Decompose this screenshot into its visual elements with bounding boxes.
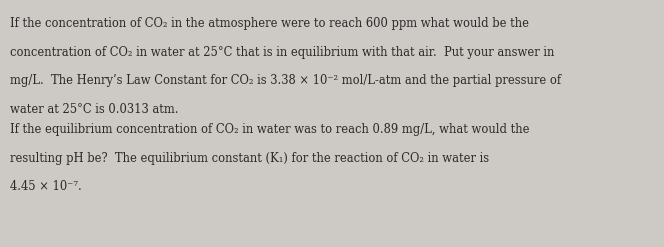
Text: mg/L.  The Henry’s Law Constant for CO₂ is 3.38 × 10⁻² mol/L-atm and the partial: mg/L. The Henry’s Law Constant for CO₂ i…	[10, 74, 561, 87]
Text: concentration of CO₂ in water at 25°C that is in equilibrium with that air.  Put: concentration of CO₂ in water at 25°C th…	[10, 46, 554, 59]
Text: resulting pH be?  The equilibrium constant (K₁) for the reaction of CO₂ in water: resulting pH be? The equilibrium constan…	[10, 152, 489, 165]
Text: water at 25°C is 0.0313 atm.: water at 25°C is 0.0313 atm.	[10, 103, 179, 116]
Text: If the equilibrium concentration of CO₂ in water was to reach 0.89 mg/L, what wo: If the equilibrium concentration of CO₂ …	[10, 124, 529, 137]
Text: If the concentration of CO₂ in the atmosphere were to reach 600 ppm what would b: If the concentration of CO₂ in the atmos…	[10, 17, 529, 30]
Text: 4.45 × 10⁻⁷.: 4.45 × 10⁻⁷.	[10, 180, 82, 193]
